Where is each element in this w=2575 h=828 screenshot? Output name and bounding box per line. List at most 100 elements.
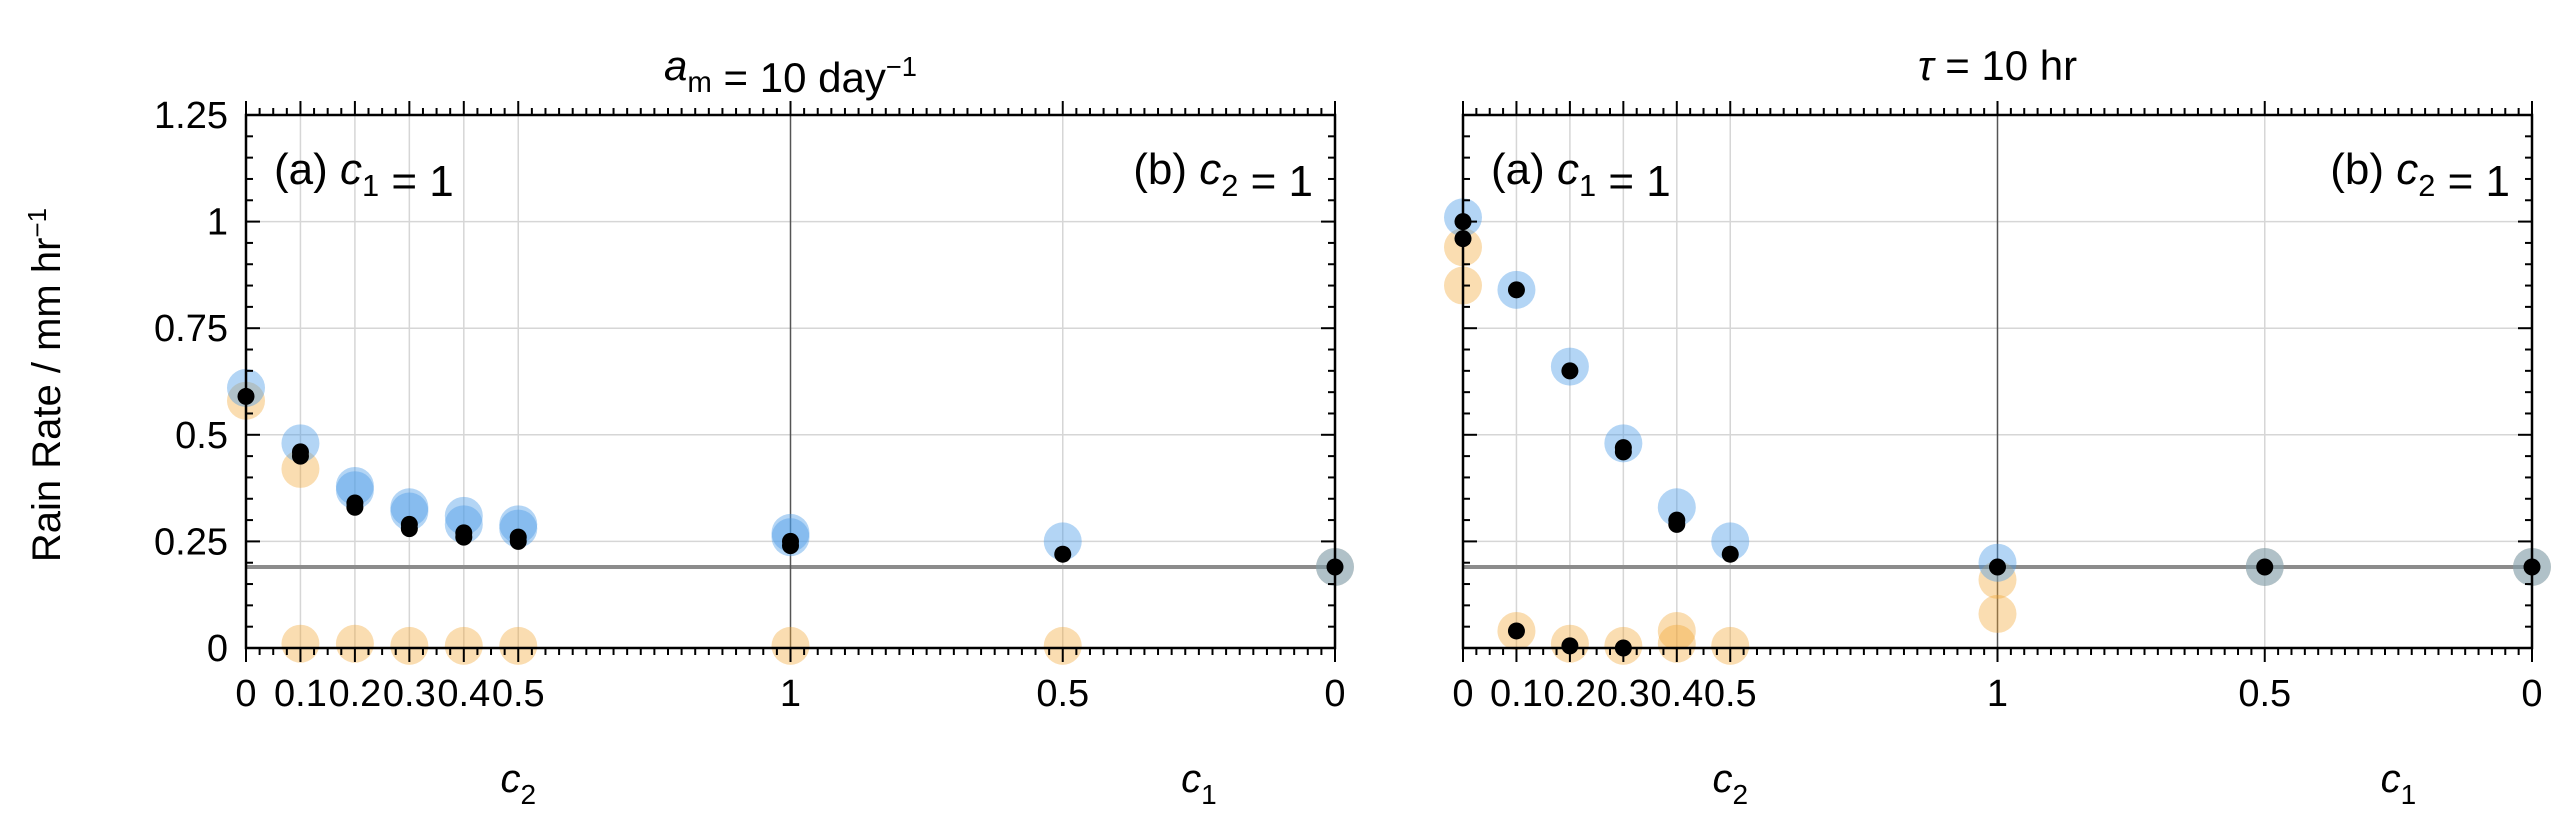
- x-axis-label-a-sub: 2: [520, 779, 536, 810]
- x-axis-label-b-var: c: [1181, 757, 1201, 801]
- panel-label-a-eq: = 1: [379, 157, 454, 206]
- x-tick-label: 0.3: [383, 673, 436, 715]
- point-blue: [499, 509, 538, 548]
- point-blue: [771, 513, 810, 552]
- ticks: [1462, 101, 2533, 662]
- x-axis-label-a: c2: [500, 757, 536, 810]
- point-orange: [1978, 594, 2017, 633]
- x-tick-label: 0.5: [1036, 673, 1089, 715]
- y-axis-label-sup: −1: [22, 208, 52, 238]
- point-blue: [1043, 522, 1082, 561]
- x-axis-label-a-var: c: [500, 757, 520, 801]
- panel-label-a-var: c: [340, 145, 362, 194]
- x-tick-label: 0.5: [2238, 673, 2291, 715]
- point-orange: [499, 626, 538, 665]
- point-black: [1507, 281, 1525, 299]
- point-black: [2256, 558, 2274, 576]
- point-orange: [1978, 560, 2017, 599]
- point-black: [1721, 545, 1739, 563]
- panel-label-a: (a) c1 = 1: [1491, 145, 1671, 206]
- x-tick-label: 0.4: [437, 673, 490, 715]
- x-tick-label: 0.1: [274, 673, 327, 715]
- x-tick-label: 0: [1452, 673, 1473, 715]
- point-orange: [444, 626, 483, 665]
- chart-title: am = 10 day−1: [664, 42, 917, 101]
- x-axis-label-b-sub: 1: [2401, 779, 2417, 810]
- chart-title: τ = 10 hr: [1918, 42, 2077, 89]
- panel-label-b-eq: = 1: [1238, 157, 1313, 206]
- y-tick-label: 0.75: [154, 308, 228, 350]
- x-axis-label-b-var: c: [2381, 757, 2401, 801]
- chart-title-sub: m: [687, 66, 711, 99]
- point-blue: [499, 505, 538, 544]
- point-orange: [771, 626, 810, 665]
- point-blue: [1711, 522, 1750, 561]
- x-tick-label: 0: [1324, 673, 1345, 715]
- point-black: [291, 443, 309, 461]
- x-tick-label: 0.2: [328, 673, 381, 715]
- panel-label-b-var: c: [1199, 145, 1221, 194]
- point-black: [782, 532, 799, 550]
- point-blue: [335, 471, 374, 510]
- y-axis-label-text: Rain Rate / mm hr: [25, 238, 69, 563]
- y-tick-label: 0.5: [175, 415, 228, 457]
- point-black: [1507, 622, 1525, 640]
- point-black: [1561, 362, 1579, 380]
- point-black: [455, 524, 473, 542]
- point-black: [346, 494, 364, 512]
- chart-title-sup: −1: [886, 51, 917, 82]
- y-tick-label: 0: [207, 628, 228, 670]
- point-blue: [281, 424, 320, 463]
- point-black: [1668, 511, 1686, 529]
- x-tick-label: 0.4: [1650, 673, 1703, 715]
- x-axis-label-a: c2: [1712, 757, 1748, 810]
- chart-title-var: τ: [1918, 42, 1936, 89]
- x-tick-label: 0.2: [1543, 673, 1596, 715]
- point-blue: [444, 505, 483, 544]
- x-axis-label-a-sub: 2: [1732, 779, 1748, 810]
- x-axis-label-b: c1: [2381, 757, 2417, 810]
- panel-label-b-prefix: (b): [1133, 145, 1199, 194]
- x-tick-label: 0: [2521, 673, 2542, 715]
- panel-label-b: (b) c2 = 1: [2330, 145, 2510, 206]
- panel-label-a: (a) c1 = 1: [274, 145, 454, 206]
- chart-title-eq: = 10 hr: [1934, 42, 2078, 89]
- x-axis-label-b: c1: [1181, 757, 1217, 810]
- point-black: [1614, 439, 1632, 457]
- point-blue: [390, 492, 429, 531]
- point-blue: [390, 488, 429, 527]
- x-tick-label: 0.3: [1597, 673, 1650, 715]
- x-tick-label: 0.1: [1490, 673, 1543, 715]
- point-orange: [281, 449, 320, 488]
- panel-label-a-prefix: (a): [274, 145, 340, 194]
- point-blue: [444, 496, 483, 535]
- point-black: [1989, 558, 2006, 576]
- panel-label-b-var: c: [2396, 145, 2418, 194]
- point-blue: [1657, 488, 1696, 527]
- point-orange: [1657, 611, 1696, 650]
- point-blue: [335, 466, 374, 505]
- panel-label-a-sub: 1: [1579, 168, 1596, 203]
- x-tick-label: 0.5: [1704, 673, 1757, 715]
- panel-label-b-sub: 2: [2418, 168, 2435, 203]
- x-axis-label-a-var: c: [1712, 757, 1732, 801]
- y-tick-label: 1: [207, 202, 228, 244]
- x-tick-label: 1: [780, 673, 801, 715]
- y-axis-label: Rain Rate / mm hr−1: [22, 208, 69, 562]
- points: [1444, 198, 2551, 665]
- panel-label-b: (b) c2 = 1: [1133, 145, 1313, 206]
- chart-right: 0 0.1 0.2 0.3 0.4 0.5 1 0.5 0c2 c1τ = 10 hr(a) c1…: [1444, 42, 2551, 810]
- chart-title-var: a: [664, 42, 687, 89]
- x-tick-label: 1: [1987, 673, 2008, 715]
- point-orange: [335, 624, 374, 663]
- panel-label-b-prefix: (b): [2330, 145, 2396, 194]
- y-tick-label: 0.25: [154, 521, 228, 563]
- ticks: [245, 101, 1336, 662]
- panel-label-b-eq: = 1: [2435, 157, 2510, 206]
- panel-label-a-prefix: (a): [1491, 145, 1557, 194]
- point-black: [509, 528, 527, 546]
- point-orange: [1711, 626, 1750, 665]
- svg-text:Rain Rate / mm hr−1: Rain Rate / mm hr−1: [22, 208, 69, 562]
